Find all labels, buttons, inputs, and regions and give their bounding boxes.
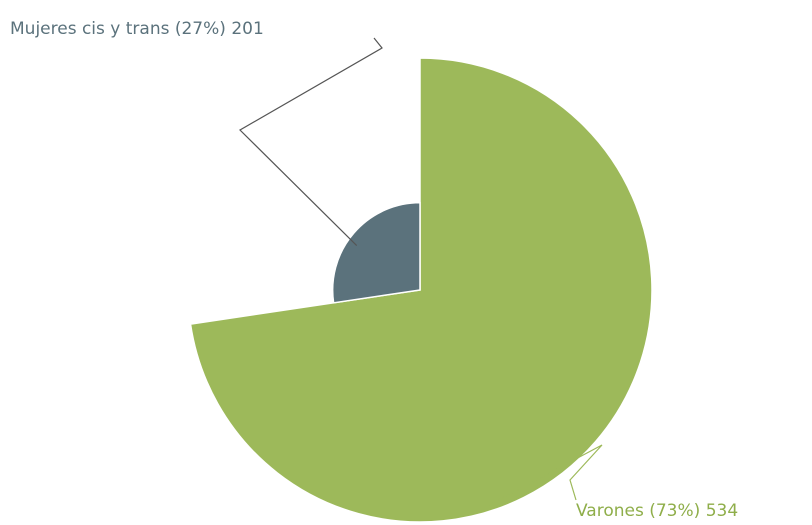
slice (189, 57, 653, 523)
slice (331, 201, 421, 304)
slice-label: Mujeres cis y trans (27%) 201 (10, 19, 264, 39)
leader-line (239, 37, 383, 247)
leader-line (488, 444, 603, 506)
slice-label: Varones (73%) 534 (576, 501, 738, 521)
